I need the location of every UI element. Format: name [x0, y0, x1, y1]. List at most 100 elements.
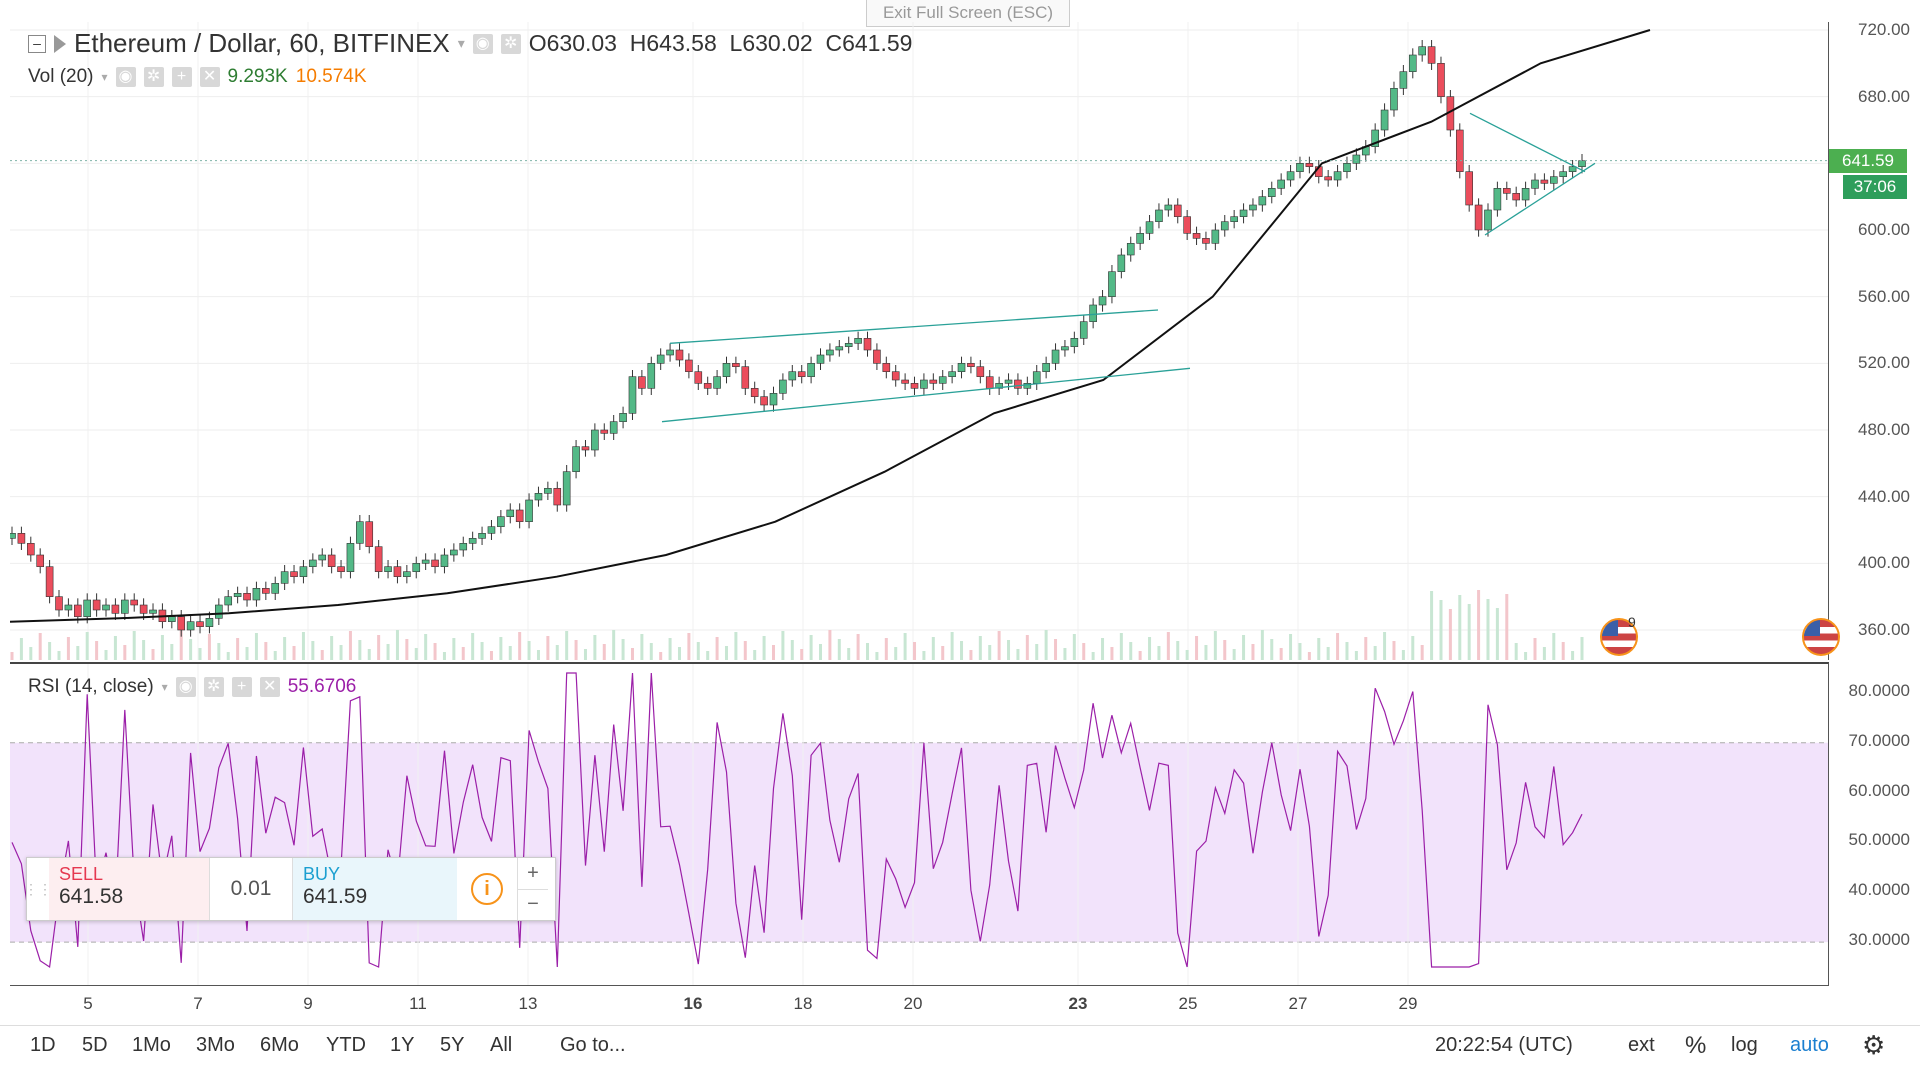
time-axis[interactable]: 5 7 9 11 13 16 18 20 23 25 27 29	[10, 985, 1828, 1026]
volume-bar	[311, 641, 315, 660]
candle	[591, 429, 599, 451]
candle	[17, 533, 26, 544]
candle	[215, 604, 223, 619]
volume-bar	[1307, 652, 1311, 660]
collapse-legend-icon[interactable]: –	[28, 34, 46, 53]
gear-icon[interactable]: ⚙	[1862, 1030, 1886, 1060]
percent-toggle[interactable]: %	[1685, 1032, 1707, 1059]
range-button-1mo[interactable]: 1Mo	[132, 1034, 171, 1056]
candle	[440, 554, 449, 567]
moving-average-line[interactable]	[10, 29, 1651, 623]
rsi-line[interactable]	[11, 672, 1583, 969]
economic-event-flag-icon[interactable]	[1802, 618, 1840, 656]
candle	[910, 383, 919, 389]
drag-handle-icon[interactable]: ⋮⋮	[24, 880, 52, 897]
volume-bar	[29, 647, 33, 660]
candle	[750, 388, 759, 397]
volume-bar	[1157, 646, 1161, 660]
volume-bar	[1552, 633, 1556, 660]
candle	[139, 604, 148, 614]
candle	[713, 376, 721, 389]
symbol-flag-icon	[54, 34, 66, 53]
candle	[1559, 171, 1567, 177]
sell-price: 641.58	[59, 885, 124, 908]
range-button-6mo[interactable]: 6Mo	[260, 1034, 299, 1056]
candle	[205, 618, 214, 627]
volume-ma-value: 10.574K	[295, 66, 367, 87]
info-button[interactable]: i	[457, 858, 518, 920]
volume-label[interactable]: Vol (20)	[28, 66, 94, 87]
economic-event-flag-icon[interactable]	[1600, 618, 1638, 656]
sell-button[interactable]: SELL 641.58	[49, 858, 209, 920]
candle	[1390, 88, 1398, 111]
volume-bar	[95, 641, 99, 660]
channel-lower-line[interactable]	[661, 367, 1191, 423]
settings-icon[interactable]: ✲	[143, 67, 164, 87]
candle	[1549, 176, 1558, 184]
volume-bar	[706, 651, 710, 660]
volume-bar	[1044, 630, 1048, 660]
settings-icon[interactable]: ✲	[203, 677, 224, 697]
rsi-label[interactable]: RSI (14, close)	[28, 676, 154, 697]
volume-bar	[1110, 647, 1114, 660]
volume-bar	[236, 638, 240, 660]
price-pane[interactable]: – Ethereum / Dollar, 60, BITFINEX ▾ ◉ ✲ …	[10, 22, 1840, 660]
symbol-dropdown-icon[interactable]: ▾	[457, 35, 465, 51]
volume-bar	[85, 632, 89, 660]
add-icon[interactable]: +	[171, 67, 192, 87]
volume-bar	[1204, 645, 1208, 660]
price-axis[interactable]: 641.59 37:06 720.00 680.00 600.00 560.00 520…	[1829, 20, 1920, 660]
volume-bar	[640, 634, 644, 660]
candle	[1371, 129, 1379, 147]
range-button-5y[interactable]: 5Y	[440, 1034, 465, 1056]
goto-button[interactable]: Go to...	[560, 1034, 626, 1056]
volume-bar	[1166, 632, 1170, 660]
range-button-5d[interactable]: 5D	[82, 1034, 108, 1056]
volume-bar	[1119, 633, 1123, 660]
candle	[835, 346, 844, 351]
volume-bar	[358, 640, 362, 660]
buy-button[interactable]: BUY 641.59	[293, 858, 457, 920]
volume-bar	[66, 637, 70, 660]
eye-icon[interactable]: ◉	[175, 677, 196, 697]
decrease-quantity-button[interactable]: −	[527, 893, 539, 916]
volume-bar	[536, 650, 540, 660]
channel-upper-line[interactable]	[669, 309, 1159, 344]
clock[interactable]: 20:22:54 (UTC)	[1435, 1034, 1573, 1056]
close-icon[interactable]: ✕	[259, 677, 280, 697]
triangle-upper-line[interactable]	[1469, 112, 1586, 173]
volume-bar	[1383, 632, 1387, 660]
candle	[920, 379, 928, 389]
close-icon[interactable]: ✕	[199, 67, 220, 87]
volume-dropdown-icon[interactable]: ▾	[101, 70, 108, 84]
add-icon[interactable]: +	[231, 677, 252, 697]
increase-quantity-button[interactable]: +	[518, 858, 548, 890]
log-toggle[interactable]: log	[1731, 1034, 1758, 1056]
volume-bar	[847, 648, 851, 660]
exit-fullscreen-hint[interactable]: Exit Full Screen (ESC)	[866, 0, 1070, 27]
eye-icon[interactable]: ◉	[472, 33, 493, 54]
range-button-3mo[interactable]: 3Mo	[196, 1034, 235, 1056]
rsi-dropdown-icon[interactable]: ▾	[161, 680, 168, 694]
candle	[600, 429, 609, 434]
volume-bar	[724, 646, 728, 660]
range-button-all[interactable]: All	[490, 1034, 513, 1056]
range-button-1d[interactable]: 1D	[30, 1034, 56, 1056]
candle	[1380, 109, 1389, 131]
eye-icon[interactable]: ◉	[115, 67, 136, 87]
volume-bar	[461, 647, 465, 660]
range-button-ytd[interactable]: YTD	[326, 1034, 366, 1056]
settings-icon[interactable]: ✲	[500, 33, 521, 54]
volume-bar	[113, 636, 117, 660]
quantity-field[interactable]: 0.01	[209, 858, 293, 920]
range-button-1y[interactable]: 1Y	[390, 1034, 415, 1056]
symbol-title[interactable]: Ethereum / Dollar, 60, BITFINEX	[74, 28, 450, 58]
auto-toggle[interactable]: auto	[1790, 1034, 1829, 1056]
rsi-pane[interactable]: RSI (14, close) ▾ ◉ ✲ + ✕ 55.6706	[10, 662, 1829, 986]
ext-toggle[interactable]: ext	[1628, 1034, 1655, 1056]
volume-bar	[1091, 652, 1095, 660]
volume-bar	[1524, 652, 1528, 660]
volume-bar	[179, 630, 183, 660]
triangle-lower-line[interactable]	[1484, 162, 1596, 236]
rsi-axis[interactable]: 80.0000 70.0000 60.0000 50.0000 40.0000 30.00…	[1829, 662, 1920, 984]
